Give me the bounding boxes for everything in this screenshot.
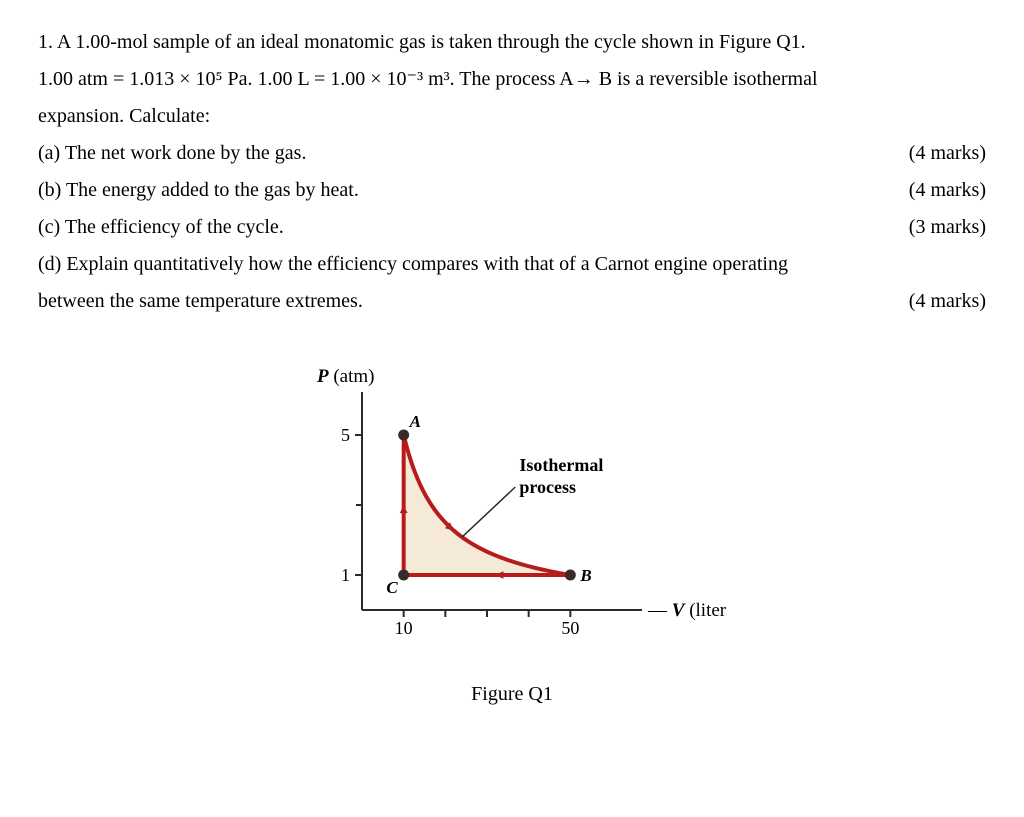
svg-text:C: C (386, 578, 398, 597)
intro-line-1: 1. A 1.00-mol sample of an ideal monatom… (38, 24, 986, 61)
svg-text:B: B (579, 566, 591, 585)
svg-text:— V (liters): — V (liters) (647, 600, 727, 621)
part-c-marks: (3 marks) (909, 209, 986, 246)
intro-line-3: expansion. Calculate: (38, 98, 986, 135)
part-b-marks: (4 marks) (909, 172, 986, 209)
figure-container: 1 5 10 50 A B C Isothermalprocess P (atm) — V (li… (38, 360, 986, 713)
svg-text:P (atm): P (atm) (316, 366, 375, 387)
part-a-row: (a) The net work done by the gas. (4 mar… (38, 135, 986, 172)
intro-line-2: 1.00 atm = 1.013 × 10⁵ Pa. 1.00 L = 1.00… (38, 61, 986, 98)
part-b-row: (b) The energy added to the gas by heat.… (38, 172, 986, 209)
part-d-line-2: between the same temperature extremes. (38, 283, 889, 320)
svg-text:A: A (409, 412, 421, 431)
part-a-marks: (4 marks) (909, 135, 986, 172)
part-d-line-1: (d) Explain quantitatively how the effic… (38, 246, 986, 283)
part-c-label: (c) The efficiency of the cycle. (38, 209, 889, 246)
svg-text:50: 50 (561, 618, 579, 638)
svg-text:1: 1 (341, 565, 350, 585)
svg-text:5: 5 (341, 425, 350, 445)
question-body: 1. A 1.00-mol sample of an ideal monatom… (38, 24, 986, 320)
part-d-marks: (4 marks) (909, 283, 986, 320)
pv-diagram: 1 5 10 50 A B C Isothermalprocess P (atm) — V (li… (297, 360, 727, 670)
part-c-row: (c) The efficiency of the cycle. (3 mark… (38, 209, 986, 246)
svg-text:process: process (519, 477, 576, 497)
part-a-label: (a) The net work done by the gas. (38, 135, 889, 172)
svg-text:Isothermal: Isothermal (519, 455, 603, 475)
figure-caption: Figure Q1 (297, 676, 727, 713)
part-b-label: (b) The energy added to the gas by heat. (38, 172, 889, 209)
part-d-row: between the same temperature extremes. (… (38, 283, 986, 320)
svg-text:10: 10 (395, 618, 413, 638)
